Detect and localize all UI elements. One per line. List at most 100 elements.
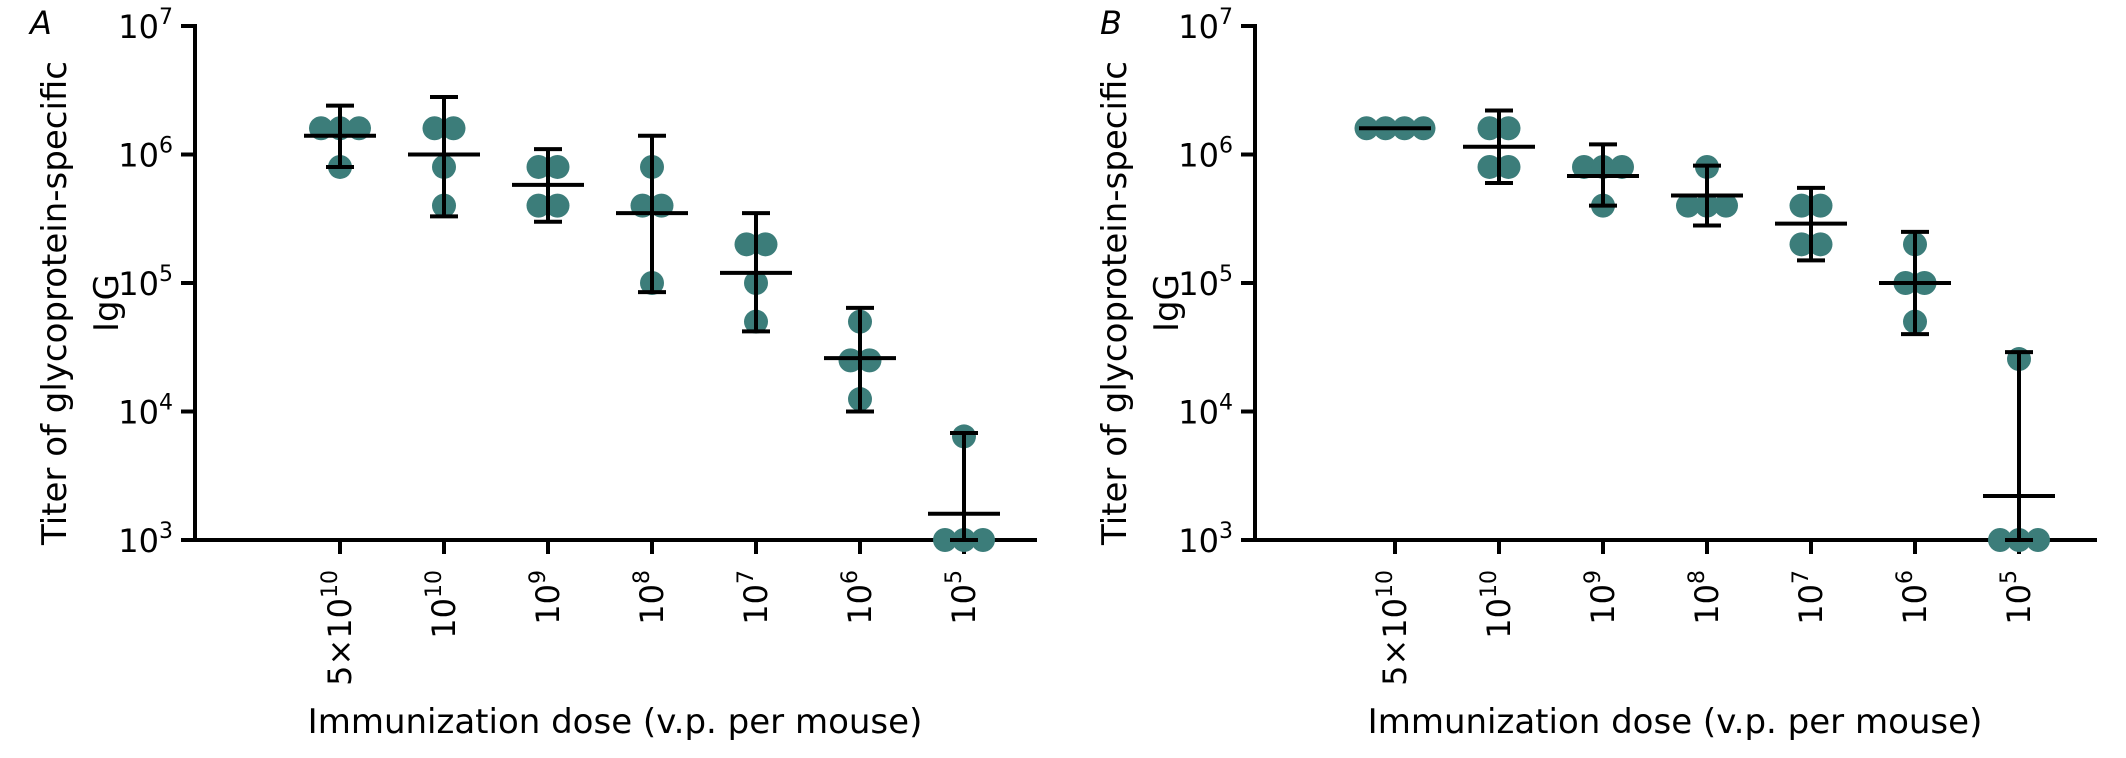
x-tick-label: 1010	[1477, 570, 1518, 639]
x-tick-label-base: 10	[841, 584, 879, 625]
dose-group	[1567, 142, 1639, 218]
y-tick-label-base: 10	[1178, 265, 1219, 303]
y-tick-label-exponent: 4	[159, 391, 173, 416]
data-point	[422, 116, 447, 141]
y-tick-label-exponent: 6	[159, 134, 173, 159]
data-point	[1572, 154, 1596, 179]
panel-label: B	[1100, 4, 1122, 42]
dose-group	[408, 95, 480, 219]
y-axis-title-line-1: Titer of glycoprotein-specific	[35, 61, 75, 546]
x-tick-label: 107	[1789, 570, 1830, 625]
x-tick-label-base: 10	[425, 598, 463, 639]
x-tick-label: 106	[838, 570, 879, 625]
y-tick-label-base: 10	[1178, 394, 1219, 432]
data-point	[1789, 232, 1814, 257]
y-axis-title-line-2: IgG	[87, 274, 127, 332]
x-tick-label-base: 5×10	[321, 598, 359, 686]
x-tick-label-base: 10	[1792, 584, 1830, 625]
data-point	[1714, 193, 1738, 218]
y-axis-title-line-1: Titer of glycoprotein-specific	[1095, 61, 1135, 546]
x-tick-label-base: 10	[1688, 584, 1726, 625]
x-tick-label-exponent: 9	[1581, 570, 1606, 584]
dose-group	[616, 133, 688, 295]
y-tick-label-base: 10	[118, 137, 159, 175]
data-point	[734, 232, 759, 257]
x-tick-label-base: 10	[1584, 584, 1622, 625]
x-tick-label-exponent: 10	[422, 570, 447, 598]
y-tick-label-exponent: 7	[1219, 5, 1233, 30]
y-tick-label: 103	[1178, 519, 1233, 560]
y-tick-label: 105	[1178, 262, 1233, 303]
y-tick-label: 104	[1178, 391, 1233, 432]
x-axis-title: Immunization dose (v.p. per mouse)	[1368, 702, 1983, 742]
data-point	[2026, 528, 2050, 552]
x-tick-label: 105	[942, 570, 983, 625]
y-tick-label: 107	[118, 5, 173, 46]
data-point	[545, 154, 570, 179]
y-tick-label: 107	[1178, 5, 1233, 46]
dose-group	[1463, 108, 1535, 186]
x-tick-label: 108	[1685, 570, 1726, 625]
y-tick-label-exponent: 7	[159, 5, 173, 30]
data-point	[1808, 232, 1833, 257]
data-point	[545, 193, 570, 218]
x-tick-label-base: 10	[1896, 584, 1934, 625]
y-tick-label-exponent: 6	[1219, 134, 1233, 159]
x-tick-label-exponent: 10	[1477, 570, 1502, 598]
y-tick-label-exponent: 4	[1219, 391, 1233, 416]
data-point	[1676, 193, 1700, 218]
dose-group	[1775, 185, 1847, 263]
y-tick-label-base: 10	[1178, 522, 1219, 560]
x-tick-label-exponent: 10	[318, 570, 343, 598]
x-tick-label: 1010	[422, 570, 463, 639]
dose-group	[720, 211, 792, 334]
y-tick-label-exponent: 3	[1219, 519, 1233, 544]
x-tick-label: 108	[630, 570, 671, 625]
panel-label: A	[28, 4, 52, 42]
x-tick-label: 107	[734, 570, 775, 625]
data-point	[1610, 154, 1634, 179]
data-point	[971, 528, 995, 552]
data-point	[1477, 116, 1502, 141]
x-tick-label-base: 5×10	[1376, 598, 1414, 686]
dose-group	[1671, 154, 1743, 228]
data-point	[1477, 154, 1502, 179]
x-tick-label-exponent: 6	[838, 570, 863, 584]
x-tick-label-exponent: 9	[526, 570, 551, 584]
y-tick-label-base: 10	[118, 265, 159, 303]
dose-group	[824, 305, 896, 414]
y-tick-label: 104	[118, 391, 173, 432]
x-tick-label-base: 10	[1480, 598, 1518, 639]
x-tick-label-base: 10	[945, 584, 983, 625]
y-tick-label-base: 10	[1178, 137, 1219, 175]
x-tick-label-exponent: 5	[1997, 570, 2022, 584]
data-point	[1496, 116, 1521, 141]
y-tick-label-exponent: 5	[1219, 262, 1233, 287]
y-tick-label-base: 10	[118, 394, 159, 432]
y-tick-label: 103	[118, 519, 173, 560]
dose-group	[512, 147, 584, 224]
y-tick-label: 105	[118, 262, 173, 303]
data-point	[838, 348, 863, 373]
x-tick-label-exponent: 7	[1789, 570, 1814, 584]
data-point	[933, 528, 957, 552]
y-tick-label-base: 10	[118, 8, 159, 46]
x-tick-label-exponent: 8	[1685, 570, 1710, 584]
data-point	[526, 193, 551, 218]
y-axis-title-line-2: IgG	[1147, 274, 1187, 332]
x-tick-label-exponent: 8	[630, 570, 655, 584]
y-tick-label-base: 10	[118, 522, 159, 560]
x-tick-label: 105	[1997, 570, 2038, 625]
x-tick-label-exponent: 6	[1893, 570, 1918, 584]
x-tick-label-base: 10	[633, 584, 671, 625]
dose-group	[1879, 229, 1951, 337]
x-tick-label-base: 10	[529, 584, 567, 625]
y-tick-label: 106	[118, 134, 173, 175]
y-tick-label-exponent: 3	[159, 519, 173, 544]
data-point	[1808, 193, 1833, 218]
y-tick-label-exponent: 5	[159, 262, 173, 287]
x-tick-label: 109	[526, 570, 567, 625]
